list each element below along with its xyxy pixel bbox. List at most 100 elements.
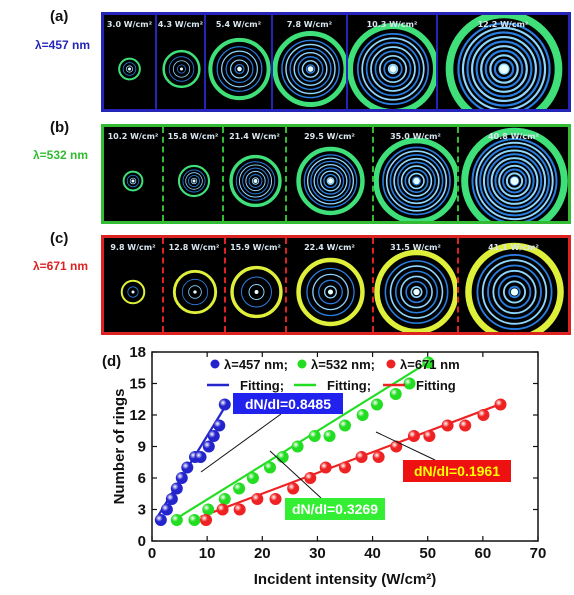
- ring-image-cell: 10.3 W/cm²: [346, 15, 436, 109]
- ring-image-cell: 10.2 W/cm²: [104, 127, 162, 221]
- ring-image-cell: 9.8 W/cm²: [104, 238, 162, 332]
- data-point-0: [207, 430, 220, 442]
- data-point-2: [441, 419, 454, 432]
- x-tick-label: 50: [419, 545, 436, 562]
- y-tick-label: 18: [129, 344, 146, 361]
- x-tick-label: 20: [254, 545, 271, 562]
- data-point-0: [218, 398, 231, 411]
- ring-pattern-image: [208, 37, 271, 101]
- intensity-label: 29.5 W/cm²: [304, 132, 355, 141]
- data-point-2: [339, 461, 351, 474]
- fit-line-1: [173, 361, 429, 521]
- intensity-label: 12.8 W/cm²: [168, 243, 220, 252]
- intensity-label: 12.2 W/cm²: [477, 20, 529, 29]
- ring-images-671: 9.8 W/cm² 12.8 W/cm² 15.9 W/cm² 22.4 W/cm² 3…: [101, 235, 571, 335]
- data-point-1: [246, 472, 259, 484]
- data-point-1: [308, 430, 321, 442]
- y-tick-label: 6: [138, 470, 146, 487]
- legend-marker-0: [210, 359, 220, 369]
- ring-pattern-image: [374, 249, 457, 332]
- wavelength-label-532: λ=532 nm: [33, 148, 89, 162]
- intensity-label: 41.1 W/cm²: [488, 243, 539, 252]
- ring-pattern-image: [461, 127, 568, 221]
- data-point-0: [213, 419, 226, 432]
- y-axis-label: Number of rings: [111, 389, 128, 505]
- data-point-2: [355, 451, 368, 463]
- intensity-label: 5.4 W/cm²: [215, 20, 262, 29]
- intensity-label: 21.4 W/cm²: [229, 132, 280, 141]
- intensity-label: 4.3 W/cm²: [157, 20, 204, 29]
- legend-marker-1: [297, 359, 307, 369]
- legend-label-0: λ=457 nm;: [224, 357, 288, 372]
- data-point-0: [194, 451, 207, 463]
- intensity-label: 3.0 W/cm²: [106, 20, 153, 29]
- data-point-0: [170, 482, 183, 495]
- data-point-1: [403, 377, 416, 390]
- slope-callout-2: dN/dI=0.1961: [414, 463, 500, 479]
- intensity-label: 10.3 W/cm²: [366, 20, 418, 29]
- data-point-1: [276, 451, 289, 463]
- legend-label-1: λ=532 nm;: [311, 357, 375, 372]
- ring-pattern-image: [296, 257, 365, 327]
- ring-image-cell: 3.0 W/cm²: [104, 15, 155, 109]
- data-point-1: [218, 493, 231, 505]
- data-point-0: [160, 503, 173, 516]
- slope-callout-1: dN/dI=0.3269: [292, 501, 378, 517]
- ring-image-cell: 12.8 W/cm²: [162, 238, 224, 332]
- ring-pattern-image: [348, 23, 436, 109]
- slope-callout-bg-0: [233, 393, 343, 414]
- y-tick-label: 12: [129, 407, 146, 424]
- legend-fit-label-2: Fitting: [416, 378, 456, 393]
- callout-arrow-1: [269, 450, 322, 499]
- ring-image-cell: 22.4 W/cm²: [285, 238, 372, 332]
- panel-label-a: (a): [50, 8, 69, 25]
- slope-callout-0: dN/dI=0.8485: [245, 396, 331, 412]
- data-point-1: [339, 419, 351, 432]
- x-tick-label: 60: [475, 545, 492, 562]
- legend-fit-label-1: Fitting;: [327, 378, 371, 393]
- data-point-1: [202, 503, 215, 516]
- data-point-2: [372, 451, 385, 463]
- ring-image-cell: 35.0 W/cm²: [372, 127, 457, 221]
- slope-callout-bg-1: [285, 498, 385, 520]
- x-tick-label: 30: [309, 545, 326, 562]
- legend-fit-label-0: Fitting;: [240, 378, 284, 393]
- data-point-1: [370, 398, 383, 411]
- rings-vs-intensity-chart: (d) 0 10 20 30 40 50 60 70 0 3 6 9 12 15 18 Incident int…: [102, 344, 546, 588]
- data-point-2: [390, 440, 403, 453]
- data-point-0: [154, 514, 167, 526]
- data-point-0: [165, 493, 178, 505]
- legend-marker-2: [386, 359, 396, 369]
- data-point-1: [323, 430, 336, 442]
- intensity-label: 10.2 W/cm²: [107, 132, 159, 141]
- ring-image-cell: 7.8 W/cm²: [271, 15, 346, 109]
- y-tick-label: 3: [138, 502, 146, 519]
- data-point-2: [269, 493, 282, 505]
- data-point-1: [422, 356, 435, 369]
- data-point-2: [494, 398, 507, 411]
- data-point-1: [291, 440, 304, 453]
- data-point-1: [233, 482, 246, 495]
- wavelength-label-671: λ=671 nm: [33, 259, 89, 273]
- ring-pattern-image: [122, 170, 144, 192]
- ring-pattern-image: [172, 269, 218, 315]
- data-point-2: [423, 430, 436, 442]
- panel-label-c: (c): [50, 230, 69, 247]
- intensity-label: 22.4 W/cm²: [304, 243, 355, 252]
- data-point-1: [170, 514, 183, 526]
- ring-pattern-image: [229, 154, 282, 208]
- ring-image-cell: 29.5 W/cm²: [285, 127, 372, 221]
- ring-pattern-image: [118, 57, 141, 81]
- intensity-label: 7.8 W/cm²: [286, 20, 333, 29]
- data-point-2: [287, 482, 300, 495]
- x-tick-label: 0: [148, 545, 156, 562]
- data-point-1: [389, 388, 402, 400]
- ring-pattern-image: [162, 49, 201, 89]
- ring-image-cell: 5.4 W/cm²: [204, 15, 271, 109]
- ring-image-cell: 31.5 W/cm²: [372, 238, 457, 332]
- ring-image-cell: 40.8 W/cm²: [457, 127, 568, 221]
- x-axis-label: Incident intensity (W/cm²): [254, 571, 437, 588]
- ring-images-457: 3.0 W/cm² 4.3 W/cm² 5.4 W/cm² 7.8 W/cm² 10.3…: [101, 12, 571, 112]
- ring-image-cell: 15.8 W/cm²: [162, 127, 222, 221]
- data-point-2: [477, 409, 490, 421]
